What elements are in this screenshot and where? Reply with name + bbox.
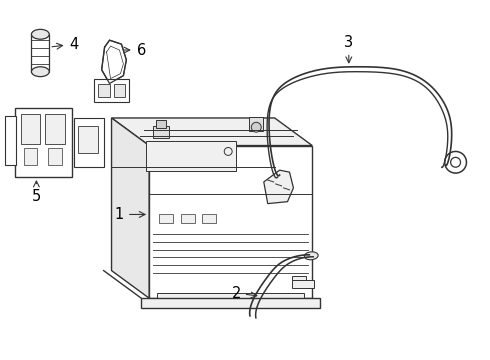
Bar <box>24 148 37 165</box>
Bar <box>202 214 216 223</box>
Bar <box>98 84 110 97</box>
Bar <box>74 118 103 167</box>
Bar <box>94 78 129 102</box>
Bar <box>146 141 236 171</box>
Text: 3: 3 <box>344 35 353 63</box>
Bar <box>45 114 65 144</box>
Bar <box>149 145 312 298</box>
Ellipse shape <box>31 67 49 77</box>
Bar <box>159 214 173 223</box>
Circle shape <box>251 122 261 132</box>
Bar <box>141 298 320 308</box>
Ellipse shape <box>31 30 49 39</box>
Text: 1: 1 <box>115 207 145 222</box>
Polygon shape <box>264 170 294 204</box>
Bar <box>31 34 49 72</box>
Bar <box>293 275 306 280</box>
Bar <box>156 120 166 128</box>
Bar <box>157 293 304 301</box>
Bar <box>78 126 98 153</box>
Ellipse shape <box>304 252 318 260</box>
Polygon shape <box>112 118 312 145</box>
Text: 6: 6 <box>124 42 146 58</box>
Bar <box>48 148 62 165</box>
Bar <box>181 214 195 223</box>
Bar <box>15 108 72 177</box>
Bar <box>5 116 16 165</box>
Text: 2: 2 <box>231 286 257 301</box>
Polygon shape <box>101 40 126 84</box>
Polygon shape <box>112 118 149 298</box>
Text: 4: 4 <box>52 37 78 51</box>
Bar <box>153 126 169 138</box>
Bar <box>249 117 263 131</box>
Bar <box>21 114 40 144</box>
Text: 5: 5 <box>32 181 41 204</box>
Bar <box>114 84 125 97</box>
Bar <box>293 280 314 288</box>
Circle shape <box>445 152 466 173</box>
